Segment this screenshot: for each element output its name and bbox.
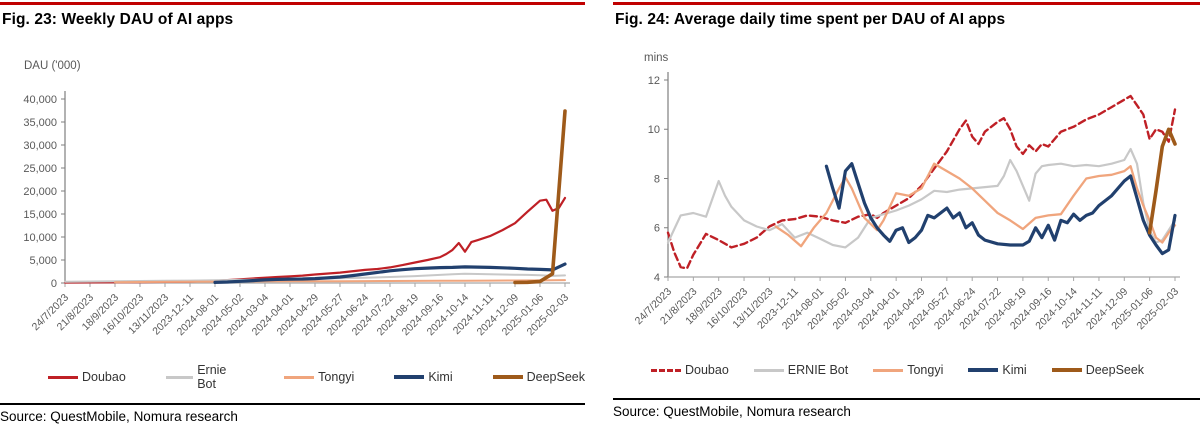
legend-swatch-doubao (48, 375, 78, 379)
weekly-dau-line-chart: 0 5,000 10,000 15,000 20,000 25,000 30,000 35,0… (23, 91, 571, 338)
y-tick-label: 4 (654, 272, 660, 284)
y-tick-label: 12 (648, 75, 660, 87)
legend-swatch-deepseek (1051, 368, 1082, 372)
legend-label: Doubao (82, 370, 126, 384)
legend-swatch-kimi (394, 375, 425, 379)
legend-label: ERNIE Bot (787, 363, 849, 377)
source-divider (0, 403, 585, 405)
legend-item-kimi: Kimi (394, 370, 453, 384)
legend-swatch-ernie-bot (165, 375, 194, 379)
legend-swatch-tongyi (873, 368, 904, 372)
y-tick-label: 5,000 (29, 255, 57, 267)
y-tick-label: 40,000 (23, 94, 57, 106)
legend-label: Doubao (685, 363, 729, 377)
y-axis-unit-label: mins (644, 52, 669, 64)
figure-top-rule (0, 2, 585, 5)
legend-swatch-tongyi (284, 375, 315, 379)
chart-legend: Doubao ERNIE Bot Tongyi Kimi DeepSeek (651, 363, 1144, 377)
legend-item-tongyi: Tongyi (284, 370, 354, 384)
y-axis-unit-label: DAU ('000) (24, 60, 81, 72)
y-tick-label: 30,000 (23, 140, 57, 152)
figure-title: Fig. 23: Weekly DAU of AI apps (2, 11, 234, 28)
series-line-deepseek (1147, 127, 1177, 235)
legend-item-deepseek: DeepSeek (492, 370, 585, 384)
legend-swatch-deepseek (492, 375, 523, 379)
legend-item-deepseek: DeepSeek (1051, 363, 1145, 377)
legend-label: Kimi (428, 370, 453, 384)
legend-item-doubao: Doubao (651, 363, 729, 377)
legend-label: Ernie Bot (197, 363, 227, 391)
legend-label: Tongyi (907, 363, 944, 377)
y-tick-label: 8 (654, 173, 660, 185)
legend-swatch-ernie-bot (753, 368, 784, 372)
series-line-deepseek (513, 109, 567, 285)
legend-label: DeepSeek (1085, 363, 1145, 377)
legend-swatch-doubao (651, 368, 681, 372)
series-line-ernie-bot (64, 272, 566, 283)
y-tick-label: 20,000 (23, 186, 57, 198)
series-line-ernie-bot (666, 147, 1177, 249)
series-line-tongyi (774, 162, 1177, 248)
chart-legend: Doubao Ernie Bot Tongyi Kimi DeepSeek (48, 363, 585, 391)
y-tick-label: 6 (654, 223, 660, 235)
legend-item-kimi: Kimi (968, 363, 1027, 377)
legend-item-ernie-bot: ERNIE Bot (753, 363, 849, 377)
legend-label: DeepSeek (526, 370, 585, 384)
figure-23-panel: Fig. 23: Weekly DAU of AI apps DAU ('000… (0, 0, 585, 431)
y-tick-label: 25,000 (23, 163, 57, 175)
y-tick-label: 15,000 (23, 209, 57, 221)
source-text: Source: QuestMobile, Nomura research (0, 409, 238, 424)
y-tick-label: 10,000 (23, 232, 57, 244)
legend-item-tongyi: Tongyi (873, 363, 943, 377)
series-line-tongyi (114, 279, 566, 284)
y-tick-label: 35,000 (23, 117, 57, 129)
legend-item-ernie-bot: Ernie Bot (165, 363, 244, 391)
figure-title: Fig. 24: Average daily time spent per DA… (615, 11, 1006, 28)
figure-top-rule (613, 2, 1200, 5)
y-tick-label: 10 (648, 124, 660, 136)
legend-item-doubao: Doubao (48, 370, 126, 384)
figure-24-panel: Fig. 24: Average daily time spent per DA… (613, 0, 1200, 431)
legend-label: Kimi (1002, 363, 1027, 377)
series-line-doubao (63, 196, 567, 284)
legend-swatch-kimi (968, 368, 999, 372)
y-tick-label: 0 (51, 278, 57, 290)
series-line-kimi (213, 262, 567, 284)
series-line-kimi (824, 162, 1177, 256)
series-line-doubao (666, 94, 1177, 270)
source-text: Source: QuestMobile, Nomura research (613, 404, 851, 419)
source-divider (613, 398, 1200, 400)
time-spent-line-chart: 468101224/7/202321/8/202318/9/202316/10/… (633, 72, 1181, 332)
legend-label: Tongyi (318, 370, 355, 384)
